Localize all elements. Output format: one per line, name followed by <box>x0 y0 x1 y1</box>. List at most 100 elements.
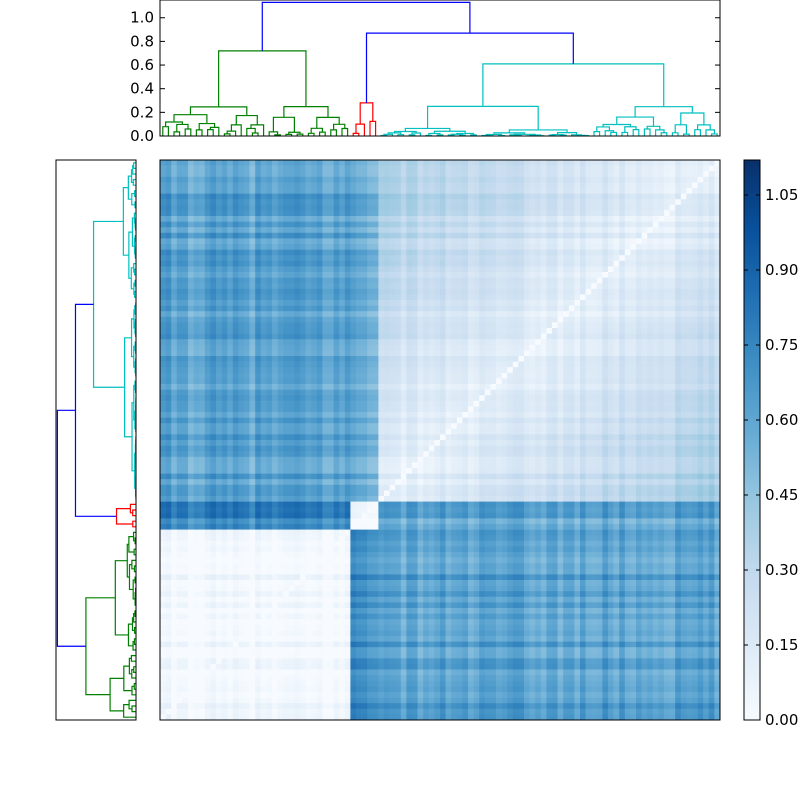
heatmap-cell <box>484 255 491 262</box>
heatmap-cell <box>596 322 603 329</box>
heatmap-cell <box>210 389 217 396</box>
heatmap-cell <box>557 316 564 323</box>
heatmap-cell <box>518 165 525 172</box>
heatmap-cell <box>596 244 603 250</box>
heatmap-cell <box>697 400 704 407</box>
heatmap-cell <box>647 328 654 334</box>
heatmap-cell <box>400 294 407 301</box>
heatmap-cell <box>468 350 474 357</box>
heatmap-cell <box>636 294 642 301</box>
heatmap-cell <box>697 300 704 306</box>
heatmap-cell <box>664 283 670 290</box>
heatmap-cell <box>512 244 519 250</box>
heatmap-cell <box>221 216 228 222</box>
heatmap-cell <box>608 255 614 262</box>
heatmap-cell <box>165 188 172 194</box>
heatmap-cell <box>272 182 278 189</box>
heatmap-cell <box>204 227 211 234</box>
heatmap-cell <box>356 423 362 430</box>
heatmap-cell <box>692 232 698 239</box>
heatmap-cell <box>636 361 642 368</box>
heatmap-cell <box>456 350 463 357</box>
heatmap-cell <box>300 322 306 329</box>
heatmap-cell <box>221 350 228 357</box>
heatmap-cell <box>647 171 654 178</box>
heatmap-cell <box>204 165 211 172</box>
heatmap-cell <box>440 244 446 250</box>
heatmap-cell <box>658 238 665 245</box>
heatmap-cell <box>574 322 581 329</box>
heatmap-cell <box>434 294 441 301</box>
heatmap-cell <box>703 216 710 222</box>
heatmap-cell <box>378 272 385 278</box>
heatmap-cell <box>440 260 446 267</box>
heatmap-cell <box>680 188 687 194</box>
heatmap-cell <box>641 238 648 245</box>
heatmap-cell <box>664 227 670 234</box>
heatmap-cell <box>417 165 424 172</box>
heatmap-cell <box>507 328 514 334</box>
heatmap-cell <box>199 400 206 407</box>
heatmap-cell <box>507 227 514 234</box>
heatmap-cell <box>272 423 278 430</box>
heatmap-cell <box>372 333 379 340</box>
heatmap-cell <box>692 277 698 284</box>
heatmap-cell <box>283 193 290 200</box>
heatmap-cell <box>294 176 301 183</box>
heatmap-cell <box>507 372 514 379</box>
heatmap-cell <box>406 165 413 172</box>
heatmap-cell <box>361 260 368 267</box>
heatmap-cell <box>535 395 542 402</box>
heatmap-cell <box>658 372 665 379</box>
heatmap-cell <box>658 389 665 396</box>
heatmap-cell <box>675 176 682 183</box>
heatmap-cell <box>580 193 586 200</box>
heatmap-cell <box>468 395 474 402</box>
heatmap-cell <box>305 227 312 234</box>
top-dendrogram-links <box>162 1 718 137</box>
heatmap-cell <box>647 210 654 217</box>
heatmap-cell <box>664 395 670 402</box>
heatmap-cell <box>255 199 262 206</box>
heatmap-cell <box>647 389 654 396</box>
heatmap-cell <box>596 361 603 368</box>
heatmap-cell <box>580 333 586 340</box>
heatmap-cell <box>462 389 469 396</box>
heatmap-cell <box>473 204 480 211</box>
heatmap-cell <box>216 244 222 250</box>
heatmap-cell <box>294 216 301 222</box>
heatmap-cell <box>529 333 536 340</box>
heatmap-cell <box>232 344 239 351</box>
heatmap-cell <box>283 204 290 211</box>
heatmap-cell <box>473 232 480 239</box>
heatmap-cell <box>266 378 273 385</box>
heatmap-cell <box>316 406 323 413</box>
heatmap-cell <box>440 389 446 396</box>
heatmap-cell <box>546 193 553 200</box>
heatmap-cell <box>316 266 323 273</box>
heatmap-cell <box>462 216 469 222</box>
heatmap-cell <box>596 232 603 239</box>
heatmap-cell <box>160 221 166 228</box>
heatmap-cell <box>232 249 239 256</box>
heatmap-cell <box>680 160 687 166</box>
heatmap-cell <box>669 199 676 206</box>
heatmap-cell <box>652 182 659 189</box>
heatmap-cell <box>272 406 278 413</box>
heatmap-cell <box>316 339 323 346</box>
heatmap-cell <box>563 260 570 267</box>
heatmap-cell <box>675 294 682 301</box>
heatmap-cell <box>389 400 396 407</box>
heatmap-cell <box>473 316 480 323</box>
heatmap-cell <box>216 272 222 278</box>
heatmap-cell <box>339 277 346 284</box>
heatmap-cell <box>445 361 452 368</box>
heatmap-cell <box>540 372 547 379</box>
heatmap-cell <box>389 350 396 357</box>
heatmap-cell <box>423 300 430 306</box>
heatmap-cell <box>210 350 217 357</box>
heatmap-cell <box>384 417 390 424</box>
heatmap-cell <box>400 333 407 340</box>
heatmap-cell <box>602 238 609 245</box>
heatmap-cell <box>680 216 687 222</box>
